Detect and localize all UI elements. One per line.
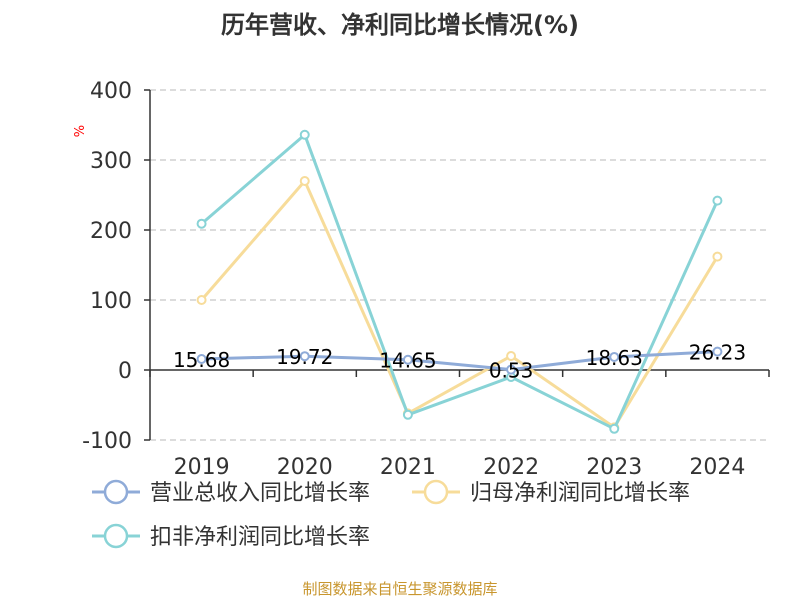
data-label: 18.63 [586, 346, 643, 370]
data-source-note: 制图数据来自恒生聚源数据库 [302, 580, 497, 598]
legend-label: 归母净利润同比增长率 [470, 481, 690, 506]
y-tick-label: 100 [90, 289, 132, 314]
data-label: 26.23 [689, 341, 746, 365]
data-point [299, 129, 310, 140]
data-label: 19.72 [276, 345, 333, 369]
data-label: 14.65 [379, 349, 436, 373]
data-point [609, 351, 620, 362]
x-tick-label: 2022 [483, 455, 539, 480]
legend-marker-icon [103, 479, 129, 505]
data-point [506, 364, 517, 375]
legend-label: 营业总收入同比增长率 [150, 481, 370, 506]
y-tick-label: 300 [90, 149, 132, 174]
data-label: 15.68 [173, 348, 230, 372]
legend-marker-icon [423, 479, 449, 505]
series-line-2 [200, 133, 719, 431]
data-point [506, 351, 517, 361]
y-tick-label: -100 [82, 429, 132, 454]
data-label: 0.53 [489, 359, 534, 383]
data-labels: 15.68 19.72 14.65 0.53 18.63 26.23 [173, 341, 746, 383]
data-point [712, 346, 723, 357]
data-point [299, 351, 310, 362]
series-lines [196, 129, 723, 434]
x-tick-label: 2021 [380, 455, 436, 480]
data-point [609, 423, 620, 434]
x-tick-label: 2023 [586, 455, 642, 480]
gridlines [150, 89, 769, 441]
y-tick-label: 400 [90, 79, 132, 104]
x-tick-label: 2020 [277, 455, 333, 480]
data-point [196, 218, 207, 229]
data-point [712, 195, 723, 206]
x-tick-label: 2024 [689, 455, 745, 480]
series-line-1 [200, 179, 719, 429]
data-point [299, 176, 310, 186]
y-tick-label: 200 [90, 219, 132, 244]
x-tick-label: 2019 [174, 455, 230, 480]
chart-title: 历年营收、净利同比增长情况(%) [221, 11, 579, 39]
legend-label: 扣非净利润同比增长率 [150, 525, 370, 550]
data-point [402, 354, 413, 365]
y-tick-label: 0 [118, 359, 132, 384]
data-point [196, 354, 207, 365]
data-point [196, 295, 207, 305]
y-axis-unit-label: % [73, 125, 88, 137]
axes: 400 300 200 100 0 -100 2019 2020 2021 2022 2023 202… [82, 79, 770, 480]
data-point [712, 251, 723, 262]
legend-marker-icon [103, 523, 129, 549]
data-point [402, 409, 413, 420]
series-line-0 [201, 350, 718, 372]
